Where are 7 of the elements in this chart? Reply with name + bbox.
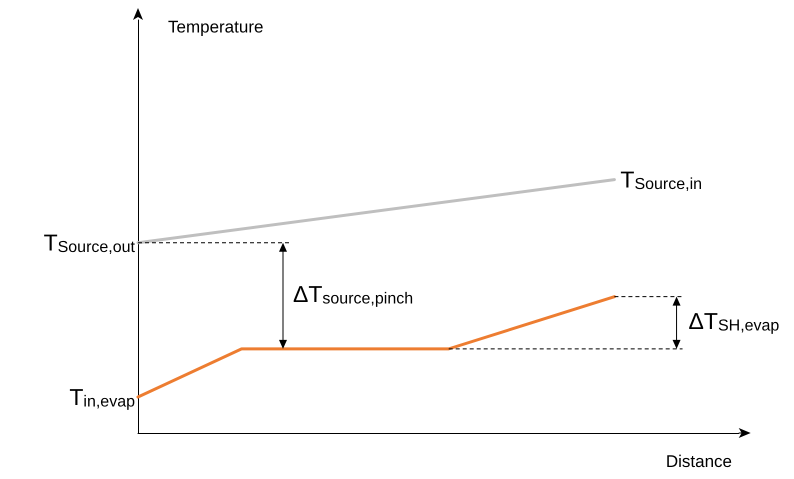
annotation: ΔTSH,evap — [688, 308, 780, 334]
annotation: ΔTsource,pinch — [292, 280, 414, 308]
annotation: TSource,in — [620, 166, 702, 194]
text: Temperature — [168, 18, 264, 36]
text: Tin,evap — [69, 384, 136, 411]
text: TSource,out — [44, 230, 136, 256]
x-axis-title: Distance — [666, 452, 732, 471]
